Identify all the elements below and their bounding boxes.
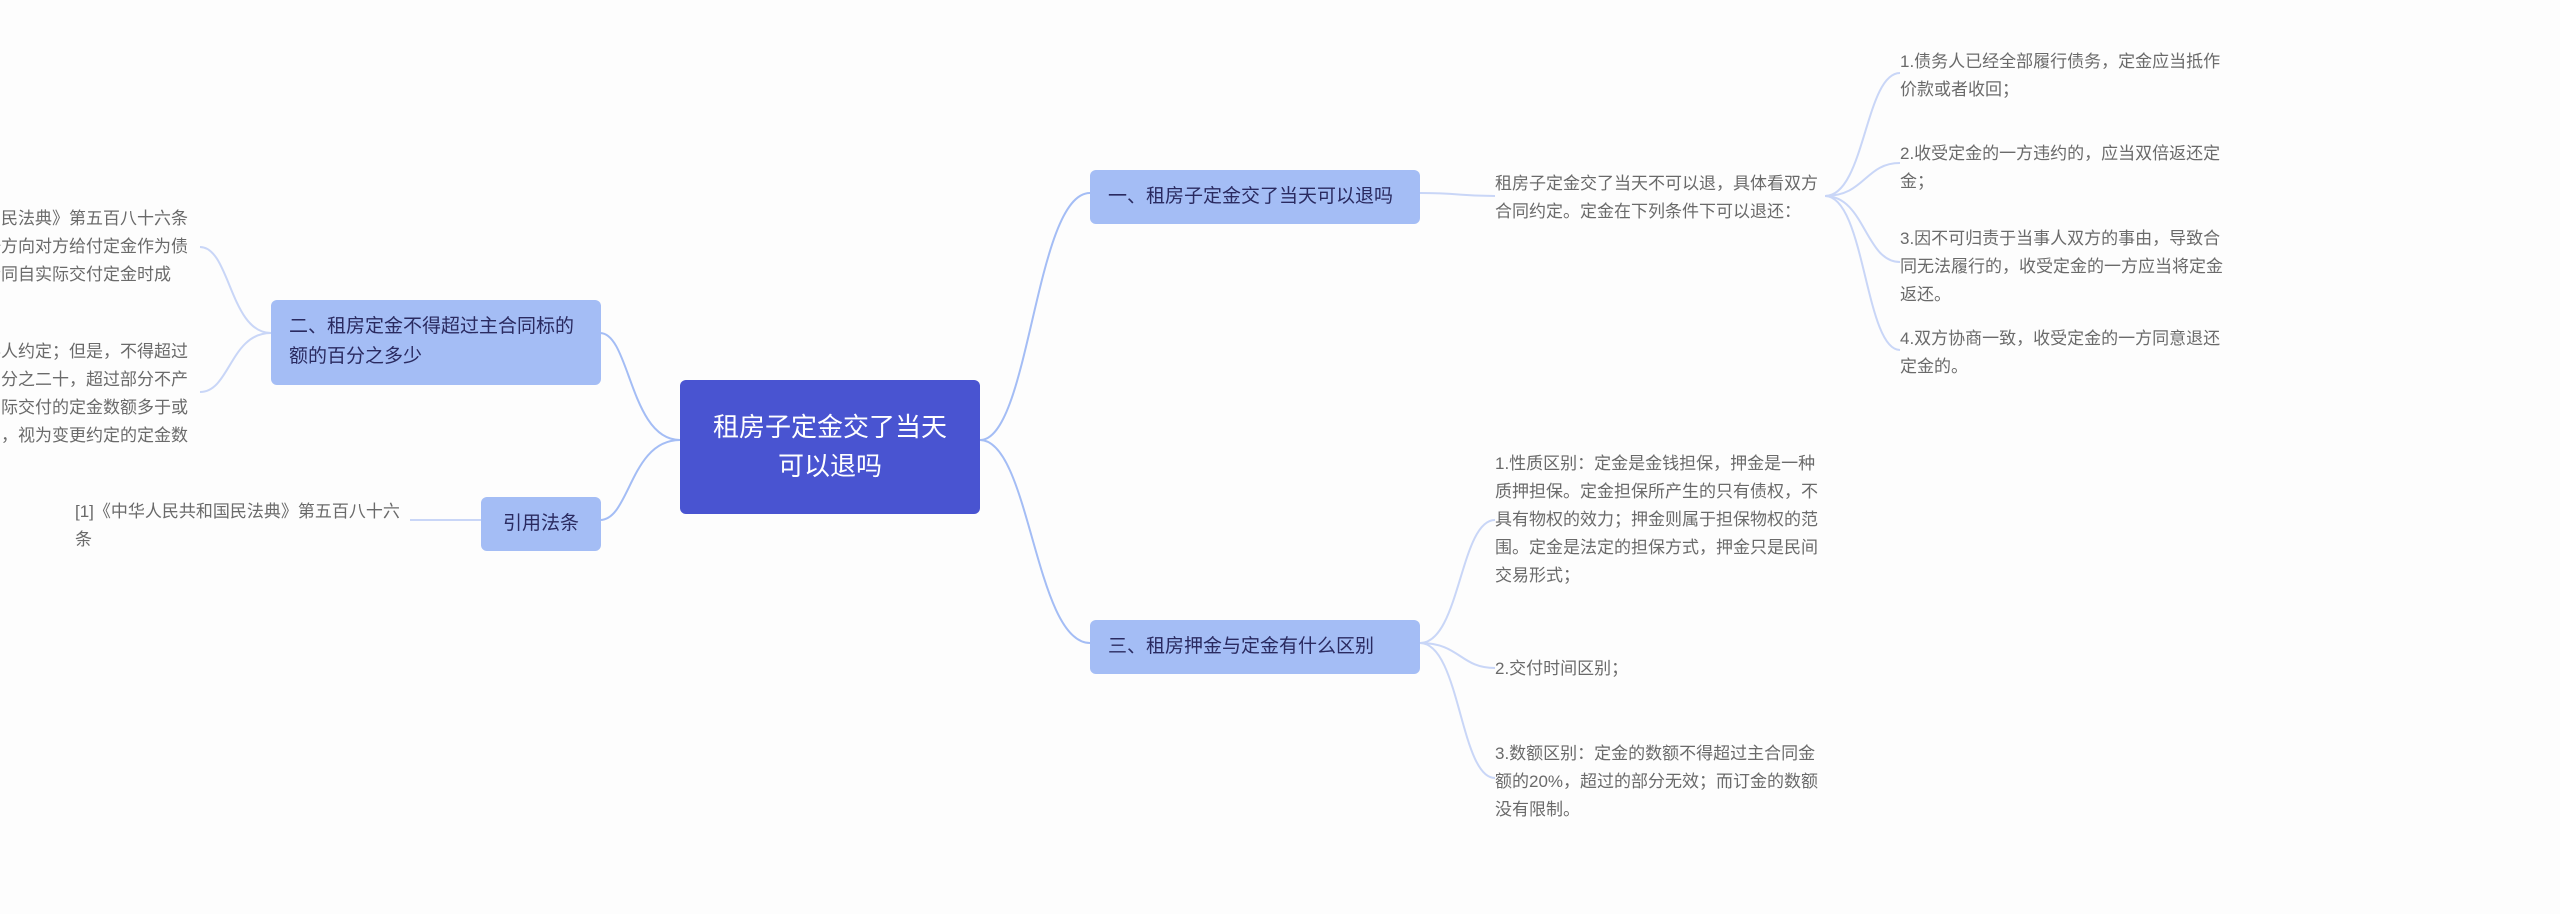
branch-2: 二、租房定金不得超过主合同标的额的百分之多少	[271, 300, 601, 385]
conn-ref-items	[410, 0, 485, 914]
branch-3: 三、租房押金与定金有什么区别	[1090, 620, 1420, 674]
branch-2-label: 二、租房定金不得超过主合同标的额的百分之多少	[289, 316, 574, 367]
conn-intro-items	[1825, 0, 1905, 914]
branch-1-intro: 租房子定金交了当天不可以退，具体看双方合同约定。定金在下列条件下可以退还：	[1495, 170, 1825, 226]
branch-1: 一、租房子定金交了当天可以退吗	[1090, 170, 1420, 224]
branch-3-label: 三、租房押金与定金有什么区别	[1108, 636, 1374, 657]
branch-3-item-2: 2.交付时间区别；	[1495, 655, 1825, 683]
conn-root-r	[980, 0, 1100, 914]
branch-1-item-1: 1.债务人已经全部履行债务，定金应当抵作价款或者收回；	[1900, 48, 2230, 104]
root-title: 租房子定金交了当天可以退吗	[713, 412, 947, 481]
branch-3-item-1: 1.性质区别：定金是金钱担保，押金是一种质押担保。定金担保所产生的只有债权，不具…	[1495, 450, 1825, 590]
branch-2-item-1: 《中华人民共和国民法典》第五百八十六条当事人可以约定一方向对方给付定金作为债权的…	[0, 205, 200, 317]
branch-1-item-3: 3.因不可归责于当事人双方的事由，导致合同无法履行的，收受定金的一方应当将定金返…	[1900, 225, 2230, 309]
branch-3-item-3: 3.数额区别：定金的数额不得超过主合同金额的20%，超过的部分无效；而订金的数额…	[1495, 740, 1825, 824]
conn-root-l	[600, 0, 690, 914]
conn-b3-items	[1420, 0, 1500, 914]
root-node: 租房子定金交了当天可以退吗	[680, 380, 980, 514]
branch-1-label: 一、租房子定金交了当天可以退吗	[1108, 186, 1393, 207]
conn-b1-intro	[1420, 0, 1500, 914]
mindmap-canvas: 租房子定金交了当天可以退吗 一、租房子定金交了当天可以退吗 租房子定金交了当天不…	[0, 0, 2560, 914]
branch-1-item-2: 2.收受定金的一方违约的，应当双倍返还定金；	[1900, 140, 2230, 196]
conn-b2-items	[200, 0, 275, 914]
branch-ref: 引用法条	[481, 497, 601, 551]
branch-2-item-2: 定金的数额由当事人约定；但是，不得超过主合同标的额的百分之二十，超过部分不产生定…	[0, 338, 200, 478]
branch-1-item-4: 4.双方协商一致，收受定金的一方同意退还定金的。	[1900, 325, 2230, 381]
branch-ref-label: 引用法条	[503, 513, 579, 534]
branch-ref-item-1: [1]《中华人民共和国民法典》第五百八十六条	[75, 498, 410, 554]
